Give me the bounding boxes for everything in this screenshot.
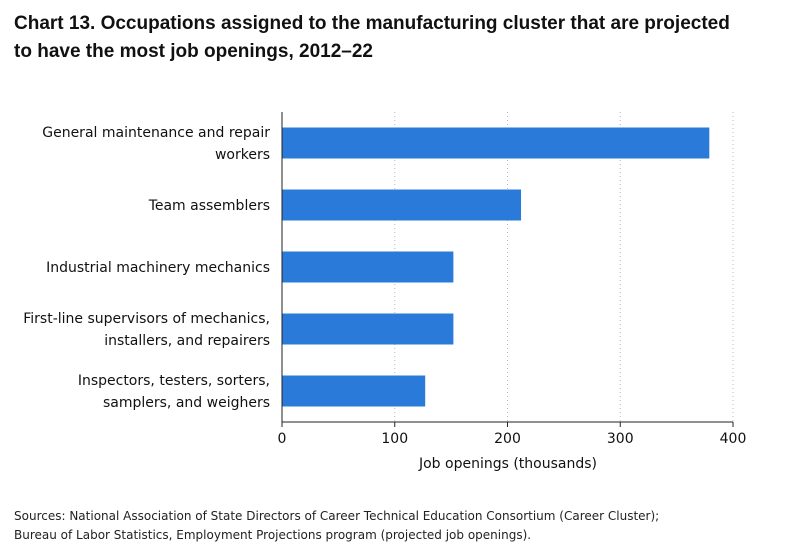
category-labels: General maintenance and repair workers Tea… [23,125,270,411]
category-label-1-line-2: workers [215,147,270,163]
x-tick-labels: 0 100 200 300 400 [278,431,747,447]
axes [281,112,734,427]
category-label-5-line-1: Inspectors, testers, sorters, [78,373,270,389]
category-label-1-line-1: General maintenance and repair [42,125,270,141]
source-line-1: Sources: National Association of State D… [14,509,660,523]
source-line-2: Bureau of Labor Statistics, Employment P… [14,528,532,542]
bar-2 [282,189,522,221]
bar-5 [282,375,426,407]
bar-chart: General maintenance and repair workers Tea… [23,112,747,472]
category-label-3-line-1: Industrial machinery mechanics [46,260,270,276]
chart-title-line-2: to have the most job openings, 2012–22 [14,41,373,62]
chart-title: Chart 13. Occupations assigned to the ma… [14,10,804,66]
bar-3 [282,251,454,283]
x-tick-label-300: 300 [607,431,634,447]
category-label-2-line-1: Team assemblers [148,198,270,214]
x-tick-label-400: 400 [720,431,747,447]
category-label-4-line-2: installers, and repairers [104,333,270,349]
source-note: Sources: National Association of State D… [14,507,804,545]
category-label-4-line-1: First-line supervisors of mechanics, [23,311,270,327]
x-tick-label-200: 200 [494,431,521,447]
x-tick-label-0: 0 [278,431,287,447]
x-tick-label-100: 100 [381,431,408,447]
bar-4 [282,313,454,345]
bars [282,127,710,407]
bar-1 [282,127,710,159]
chart-title-line-1: Chart 13. Occupations assigned to the ma… [14,13,730,34]
category-label-5-line-2: samplers, and weighers [103,395,270,411]
x-axis-label: Job openings (thousands) [418,456,597,472]
